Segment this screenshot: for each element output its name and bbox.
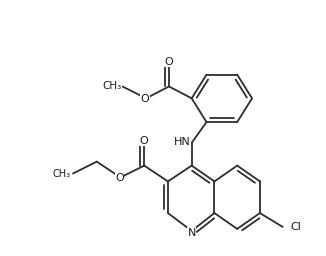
Text: N: N: [187, 228, 196, 238]
Text: O: O: [165, 57, 173, 67]
Text: O: O: [115, 174, 124, 184]
Text: O: O: [140, 136, 149, 146]
Text: HN: HN: [173, 137, 190, 147]
Text: O: O: [141, 94, 150, 104]
Text: CH₃: CH₃: [102, 81, 122, 91]
Text: CH₃: CH₃: [53, 168, 71, 178]
Text: Cl: Cl: [290, 222, 302, 232]
